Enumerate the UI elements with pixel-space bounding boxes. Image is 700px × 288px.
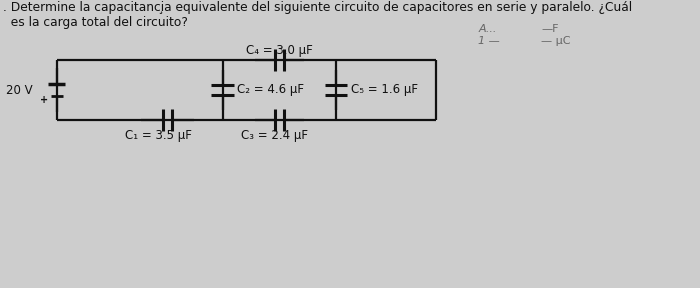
Text: — μC: — μC <box>541 36 570 46</box>
Text: C₃ = 2.4 μF: C₃ = 2.4 μF <box>241 129 309 142</box>
Text: C₁ = 3.5 μF: C₁ = 3.5 μF <box>125 129 192 142</box>
Text: +: + <box>41 95 48 105</box>
Text: —F: —F <box>541 24 559 34</box>
Text: . Determine la capacitanci̧a equivalente del siguiente circuito de capacitores e: . Determine la capacitanci̧a equivalente… <box>3 1 631 14</box>
Text: C₅ = 1.6 μF: C₅ = 1.6 μF <box>351 84 418 96</box>
Text: C₄ = 3.0 μF: C₄ = 3.0 μF <box>246 44 313 57</box>
Text: 20 V: 20 V <box>6 84 32 96</box>
Text: es la carga total del circuito?: es la carga total del circuito? <box>3 16 188 29</box>
Text: C₂ = 4.6 μF: C₂ = 4.6 μF <box>237 84 304 96</box>
Text: A...: A... <box>478 24 497 34</box>
Text: 1 —: 1 — <box>478 36 500 46</box>
